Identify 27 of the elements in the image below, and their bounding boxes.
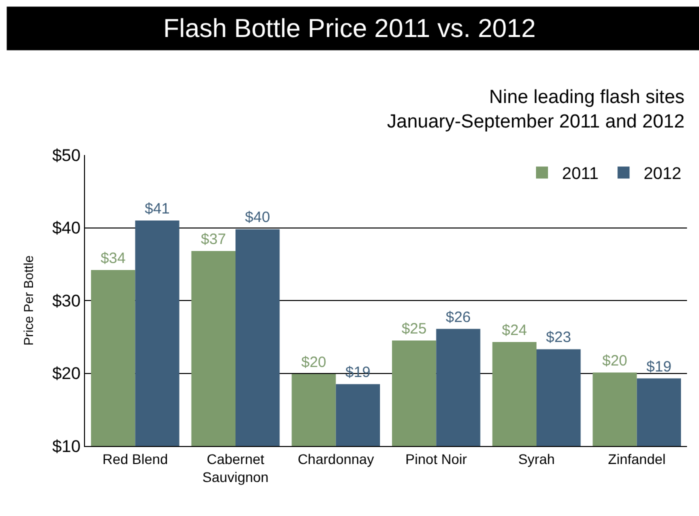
data-label: $19 xyxy=(646,358,672,376)
data-label: $37 xyxy=(200,231,226,248)
x-tick-label: Cabernet Sauvignon xyxy=(202,450,269,485)
x-tick-label: Syrah xyxy=(518,450,555,467)
data-label: $25 xyxy=(402,320,427,338)
y-axis-title: Price Per Bottle xyxy=(21,255,36,346)
legend-label: 2012 xyxy=(644,164,682,184)
x-tick-label: Pinot Noir xyxy=(405,450,468,467)
x-tick-label: Red Blend xyxy=(102,450,168,467)
chart-subtitle: Nine leading flash sites January-September 2011 and 2012 xyxy=(387,87,685,133)
y-tick-label: $20 xyxy=(52,364,81,384)
y-tick-label: $30 xyxy=(52,291,81,310)
data-label: $20 xyxy=(602,352,628,370)
data-label: $41 xyxy=(144,200,170,218)
data-label: $23 xyxy=(546,329,572,346)
data-label: $20 xyxy=(301,354,326,371)
data-label: $26 xyxy=(446,308,471,326)
y-tick-label: $40 xyxy=(52,218,81,238)
data-label: $40 xyxy=(245,209,270,226)
y-tick-label: $10 xyxy=(52,436,81,456)
legend-label: 2011 xyxy=(562,164,599,184)
chart-title: Flash Bottle Price 2011 vs. 2012 xyxy=(163,13,536,44)
x-tick-label: Zinfandel xyxy=(608,450,666,467)
data-label: $34 xyxy=(100,250,126,267)
x-tick-label: Chardonnay xyxy=(298,450,374,467)
data-label: $24 xyxy=(502,322,527,339)
y-tick-label: $50 xyxy=(52,146,81,165)
